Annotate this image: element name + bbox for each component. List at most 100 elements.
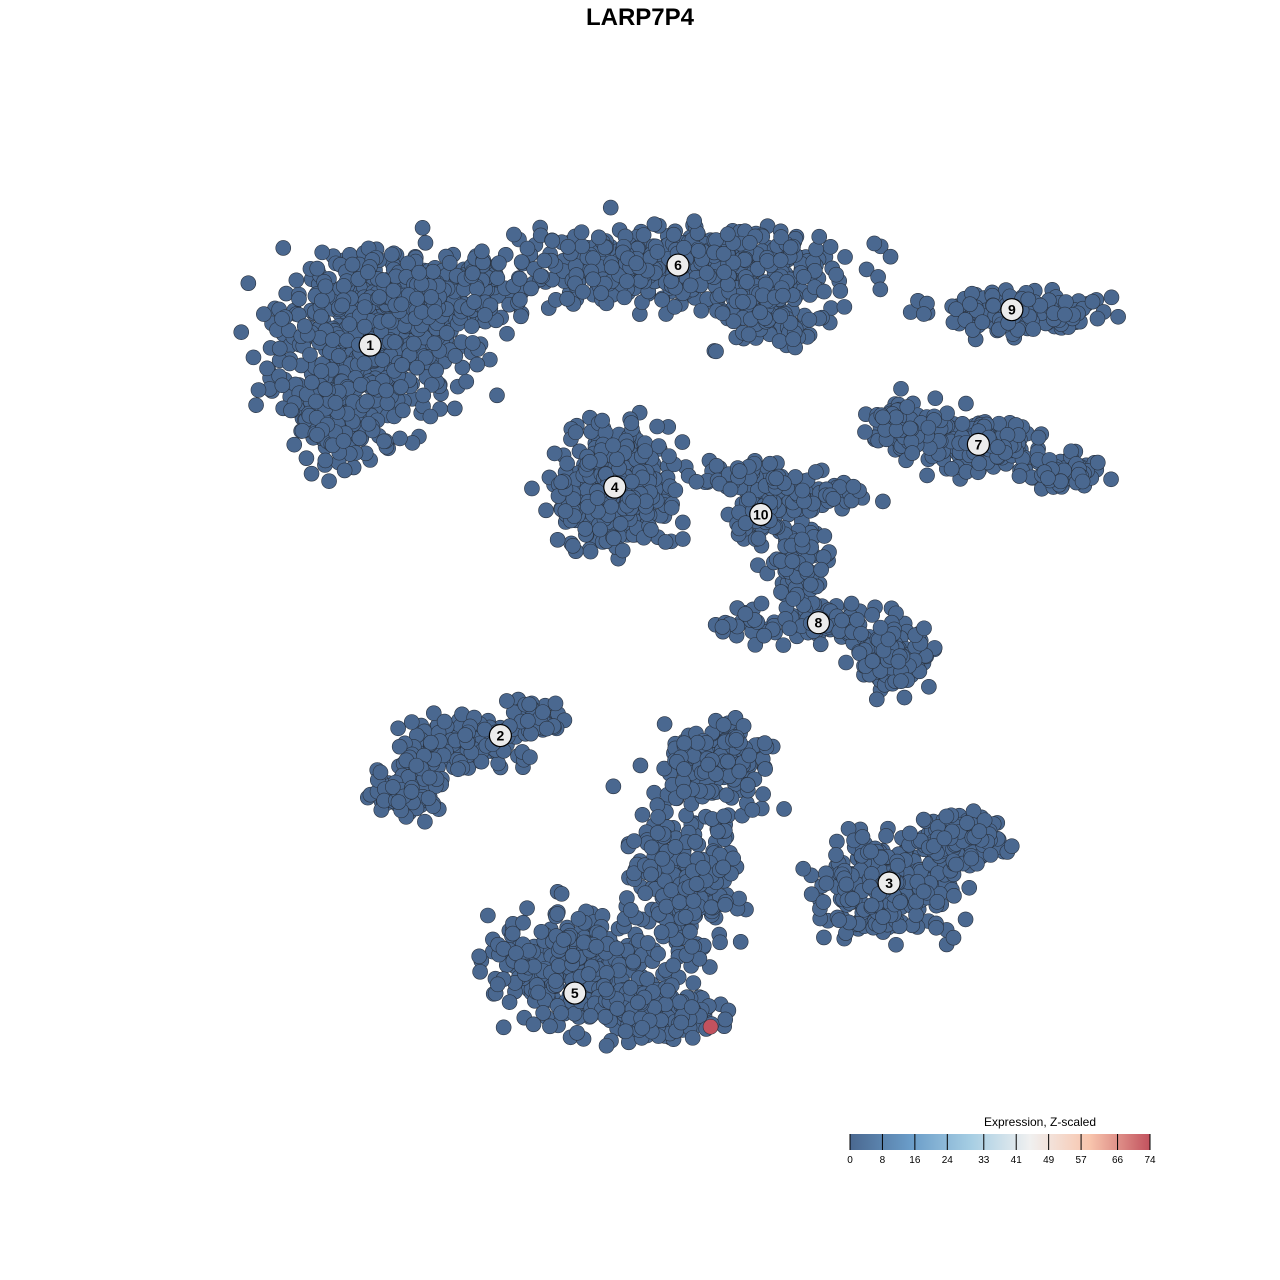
- data-point: [866, 235, 883, 252]
- data-point: [665, 957, 682, 974]
- data-point: [863, 843, 879, 860]
- data-point: [634, 1020, 650, 1036]
- data-point: [801, 311, 818, 328]
- data-point: [685, 975, 702, 991]
- data-point: [335, 433, 352, 449]
- data-point: [768, 470, 784, 487]
- data-point: [439, 325, 455, 341]
- data-point: [560, 239, 576, 255]
- data-point: [508, 945, 524, 962]
- data-point: [845, 478, 862, 495]
- data-point: [1103, 289, 1120, 306]
- data-point: [781, 620, 798, 637]
- data-point: [425, 263, 441, 280]
- data-point: [936, 830, 953, 847]
- data-point: [356, 355, 373, 372]
- data-point: [752, 304, 768, 321]
- data-point: [688, 876, 705, 892]
- data-point: [403, 714, 420, 730]
- data-point: [784, 553, 801, 570]
- data-point: [963, 850, 980, 867]
- data-point: [317, 381, 334, 397]
- data-point: [395, 402, 411, 419]
- data-point: [473, 753, 490, 770]
- data-point: [589, 490, 606, 506]
- data-point: [394, 357, 410, 373]
- data-point: [457, 727, 474, 743]
- cluster-label: 2: [496, 728, 504, 744]
- data-point: [838, 876, 855, 893]
- data-point: [360, 415, 377, 432]
- data-point: [755, 786, 771, 802]
- data-point: [447, 400, 463, 417]
- data-point: [294, 423, 311, 439]
- data-point: [573, 224, 590, 240]
- data-point: [575, 283, 591, 300]
- data-point: [731, 463, 748, 479]
- data-point: [360, 264, 376, 280]
- data-point: [458, 373, 475, 390]
- legend-tick-label: 16: [909, 1155, 921, 1166]
- data-point: [390, 794, 407, 810]
- data-point: [405, 335, 422, 352]
- legend-tick-label: 74: [1144, 1155, 1156, 1166]
- data-point: [675, 514, 691, 531]
- legend-title: Expression, Z-scaled: [983, 1115, 1097, 1129]
- data-point: [538, 720, 555, 737]
- data-point: [889, 857, 906, 874]
- data-point: [570, 910, 587, 927]
- data-point: [667, 839, 684, 855]
- data-point: [658, 898, 675, 915]
- data-point: [378, 382, 395, 399]
- data-point: [450, 761, 466, 778]
- data-point: [687, 833, 703, 850]
- data-point: [480, 907, 496, 924]
- data-point: [698, 265, 715, 281]
- data-point: [390, 720, 406, 737]
- cluster-label: 6: [674, 257, 682, 273]
- data-point: [958, 395, 974, 412]
- data-point: [580, 966, 597, 983]
- legend-tick-label: 33: [978, 1155, 990, 1166]
- data-point: [309, 260, 326, 277]
- data-point: [275, 240, 292, 256]
- legend-tick-label: 57: [1076, 1155, 1088, 1166]
- data-point: [521, 942, 537, 959]
- data-point: [291, 291, 307, 307]
- data-point: [872, 281, 889, 298]
- data-point: [1074, 473, 1091, 490]
- data-point: [671, 894, 688, 910]
- data-point: [602, 199, 619, 216]
- data-point: [740, 326, 757, 343]
- data-point: [811, 228, 828, 245]
- data-point: [547, 695, 564, 712]
- data-point: [943, 461, 960, 477]
- data-point: [813, 561, 829, 578]
- data-point: [798, 561, 815, 578]
- data-point: [271, 340, 288, 357]
- data-point: [605, 437, 621, 454]
- data-point: [335, 278, 352, 294]
- data-point: [593, 285, 609, 301]
- data-point: [380, 312, 397, 329]
- data-point: [888, 936, 904, 953]
- data-point: [499, 325, 515, 342]
- data-point: [403, 783, 420, 800]
- cluster-label: 10: [753, 506, 769, 522]
- data-point: [684, 938, 700, 955]
- data-point: [553, 474, 570, 491]
- data-point: [383, 246, 400, 263]
- data-point: [683, 999, 700, 1015]
- data-point: [902, 825, 918, 842]
- data-point: [782, 239, 799, 256]
- data-point: [676, 761, 692, 777]
- data-point: [637, 443, 653, 459]
- data-point: [334, 297, 350, 314]
- data-point: [982, 847, 999, 863]
- data-point: [676, 239, 692, 256]
- data-point: [902, 420, 918, 437]
- data-point: [303, 465, 320, 482]
- data-point: [715, 717, 732, 733]
- data-point: [892, 894, 909, 910]
